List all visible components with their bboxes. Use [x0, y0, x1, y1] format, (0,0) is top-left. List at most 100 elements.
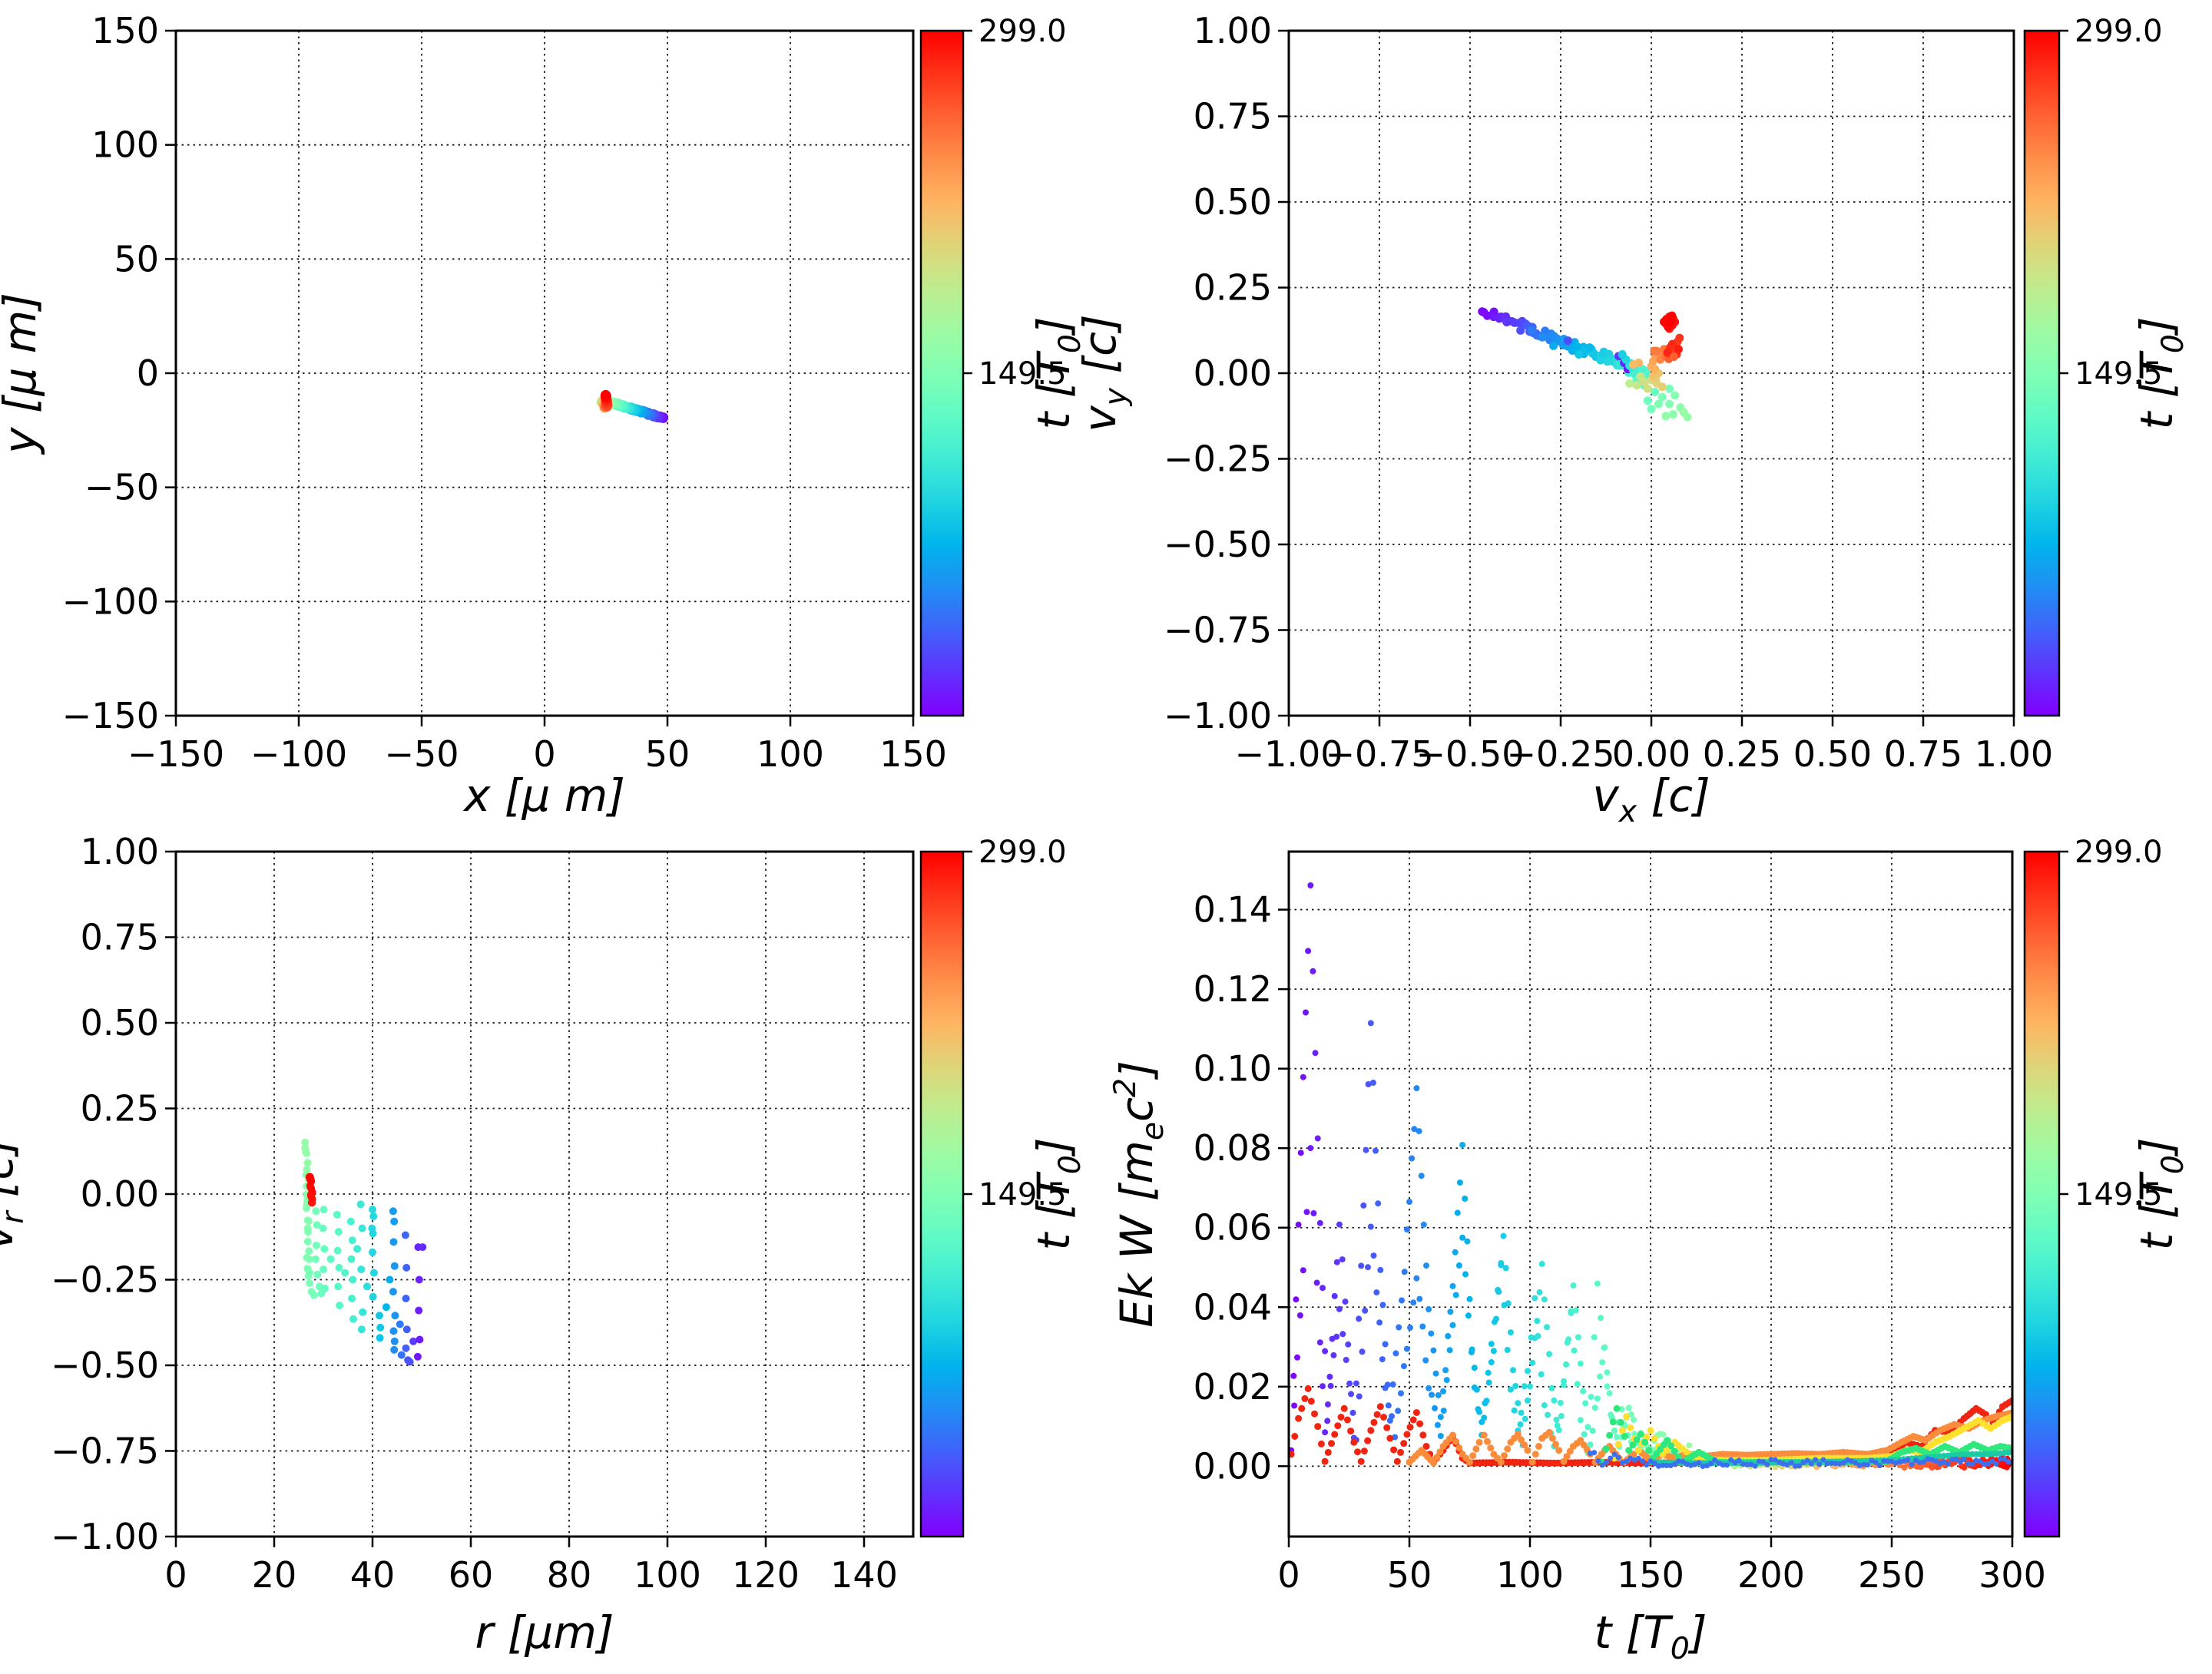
x-tick-label: 250 — [1858, 1554, 1926, 1596]
x-tick-label: 100 — [634, 1554, 701, 1596]
grid-layer — [1289, 852, 2012, 1537]
colorbar-gradient — [2023, 29, 2061, 717]
y-tick-label: 1.00 — [81, 831, 159, 872]
y-tick-label: 1.00 — [1194, 10, 1272, 51]
y-tick-label: −0.25 — [1164, 438, 1272, 480]
x-tick-label: 200 — [1737, 1554, 1805, 1596]
y-tick-label: −1.00 — [1164, 695, 1272, 736]
scatter-points-layer — [301, 1138, 427, 1366]
x-tick-label: 0.75 — [1884, 733, 1962, 775]
y-tick-label: −0.75 — [1164, 610, 1272, 651]
x-axis-label-rvr: r [μm] — [475, 1606, 614, 1659]
scatter-points-layer — [1478, 307, 1692, 422]
x-tick-label: −0.50 — [1416, 733, 1525, 775]
x-tick-label: −150 — [127, 733, 224, 775]
x-tick-label: −0.75 — [1326, 733, 1434, 775]
colorbar-axis-label: t [T0] — [1028, 317, 1088, 430]
ticks-layer — [1278, 908, 2014, 1547]
y-tick-label: −0.50 — [1164, 524, 1272, 565]
subplot-xy: −150 −100 −50 0 50 100 150 −150 −100 −50 0 50 100 150… — [0, 10, 947, 822]
subplot-ekw: 0 50 100 150 200 250 300 0.00 0.02 0.04 0.06 0.08 0.… — [1108, 850, 2046, 1666]
y-tick-label: 0.75 — [81, 917, 159, 958]
x-tick-label: 0 — [533, 733, 555, 775]
x-tick-label: −50 — [384, 733, 459, 775]
x-axis-label-vxvy: vx [c] — [1592, 769, 1710, 829]
x-tick-label: 150 — [879, 733, 947, 775]
y-axis-label-ekw: Ek W [mec2] — [1108, 1060, 1171, 1327]
x-axis-label-ekw: t [T0] — [1594, 1606, 1707, 1666]
y-tick-label: 0.10 — [1194, 1048, 1272, 1090]
y-tick-label: 0.50 — [81, 1002, 159, 1044]
colorbar-axis-label: t [T0] — [1028, 1138, 1088, 1251]
subplot-vxvy: −1.00−0.75−0.50−0.250.00 0.25 0.50 0.75 1.00… — [1074, 10, 2053, 829]
colorbar-gradient — [919, 29, 965, 717]
grid-layer — [176, 31, 913, 716]
y-tick-label: −0.50 — [51, 1345, 159, 1386]
x-tick-label: 60 — [449, 1554, 494, 1596]
y-tick-label: 0.00 — [1194, 352, 1272, 394]
colorbar-tick-label: 149.5 — [979, 1177, 1067, 1212]
y-tick-label: 0.25 — [81, 1088, 159, 1130]
colorbar-xy: 299.0 149.5t [T0] — [919, 14, 1088, 717]
colorbar-rvr: 299.0 149.5t [T0] — [919, 835, 1088, 1538]
y-tick-label: 0.06 — [1194, 1207, 1272, 1249]
colorbar-tick-label: 149.5 — [2075, 356, 2163, 392]
y-tick-label: 0.25 — [1194, 267, 1272, 309]
y-tick-label: 0.08 — [1194, 1127, 1272, 1169]
x-tick-label: 0.25 — [1703, 733, 1781, 775]
colorbar-axis-label: t [T0] — [2131, 1138, 2190, 1251]
x-tick-label: 80 — [547, 1554, 592, 1596]
colorbar-tick-label: 149.5 — [979, 356, 1067, 392]
x-tick-label: 50 — [645, 733, 690, 775]
y-tick-label: 50 — [114, 238, 159, 280]
ticks-layer — [165, 29, 915, 726]
colorbar-gradient — [2023, 850, 2061, 1538]
y-tick-label: 0.14 — [1194, 889, 1272, 931]
x-tick-label: 0.50 — [1793, 733, 1872, 775]
y-tick-label: −150 — [62, 695, 159, 736]
grid-layer — [1289, 31, 2014, 716]
y-tick-label: 100 — [91, 124, 159, 166]
x-axis-label-xy: x [μ m] — [462, 769, 625, 822]
colorbar-tick-label: 299.0 — [979, 835, 1067, 870]
x-tick-label: −100 — [250, 733, 347, 775]
ticks-layer — [1278, 29, 2015, 726]
x-tick-label: 140 — [830, 1554, 898, 1596]
y-tick-label: 0.12 — [1194, 968, 1272, 1010]
scatter-points-layer — [1289, 882, 2012, 1471]
colorbar-tick-label: 299.0 — [2075, 835, 2163, 870]
y-axis-label-rvr: vr [c] — [0, 1138, 31, 1250]
y-tick-label: 0.50 — [1194, 181, 1272, 223]
y-tick-label: 0.00 — [1194, 1445, 1272, 1487]
x-tick-label: 0 — [164, 1554, 187, 1596]
y-tick-label: −0.25 — [51, 1259, 159, 1301]
x-tick-label: 100 — [757, 733, 824, 775]
colorbar-tick-label: 299.0 — [979, 14, 1067, 49]
x-tick-label: 1.00 — [1975, 733, 2053, 775]
x-tick-label: 50 — [1387, 1554, 1432, 1596]
colorbar-tick-label: 299.0 — [2075, 14, 2163, 49]
ticks-layer — [165, 850, 866, 1547]
y-tick-label: 0.75 — [1194, 96, 1272, 137]
x-tick-label: 300 — [1979, 1554, 2046, 1596]
y-tick-label: −1.00 — [51, 1516, 159, 1557]
y-tick-label: 0.00 — [81, 1173, 159, 1215]
tick-labels-layer: 0 50 100 150 200 250 300 0.00 0.02 0.04 0.06 0.08 0.… — [1194, 889, 2046, 1596]
y-axis-label-xy: y [μ m] — [0, 293, 46, 455]
scatter-points-layer — [596, 389, 669, 423]
y-tick-label: −0.75 — [51, 1431, 159, 1472]
x-tick-label: 0.00 — [1612, 733, 1690, 775]
y-tick-label: 0 — [137, 352, 159, 394]
x-tick-label: 40 — [350, 1554, 396, 1596]
y-tick-label: 150 — [91, 10, 159, 51]
subplot-rvr: 0 20 40 60 80 100 120 140 −1.00 −0.75 −0.50 −0.25 0.… — [0, 831, 915, 1659]
colorbar-vxvy: 299.0 149.5t [T0] — [2023, 14, 2190, 717]
x-tick-label: 120 — [732, 1554, 800, 1596]
colorbar-gradient — [919, 850, 965, 1538]
x-tick-label: 0 — [1277, 1554, 1300, 1596]
colorbar-axis-label: t [T0] — [2131, 317, 2190, 430]
tick-labels-layer: −150 −100 −50 0 50 100 150 −150 −100 −50 0 50 100 150 — [62, 10, 947, 775]
